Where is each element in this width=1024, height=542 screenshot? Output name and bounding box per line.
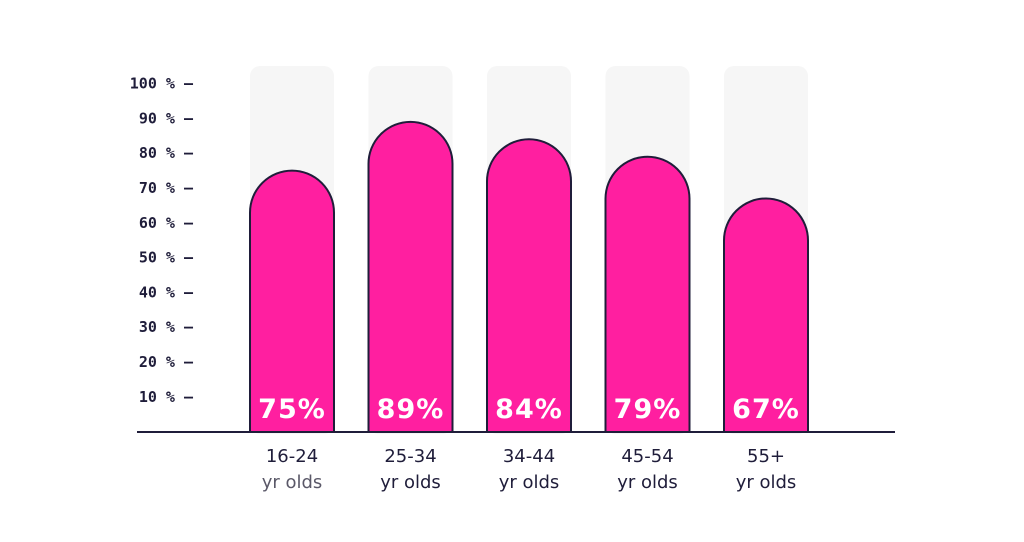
y-tick-label: 100 % —	[130, 75, 194, 93]
x-category-label: 16-24	[266, 446, 318, 467]
y-tick-label: 50 % —	[139, 249, 194, 267]
x-category-label: 55+	[747, 446, 785, 467]
x-category-label: 45-54	[621, 446, 673, 467]
bar-value-label: 79%	[614, 394, 682, 425]
y-tick-label: 80 % —	[139, 144, 194, 162]
y-tick-label: 10 % —	[139, 388, 194, 406]
x-category-label: 34-44	[503, 446, 555, 467]
bar-value-label: 67%	[732, 394, 800, 425]
bar-value-label: 84%	[495, 394, 563, 425]
y-tick-label: 90 % —	[139, 109, 194, 127]
bars	[249, 120, 809, 433]
x-category-sublabel: yr olds	[736, 472, 797, 493]
y-tick-label: 30 % —	[139, 318, 194, 336]
y-axis-ticks: 10 % — 20 % — 30 % — 40 % — 50 % — 60 % — 70 %…	[130, 75, 194, 406]
bar	[604, 155, 691, 433]
x-axis-categories: 16-24 yr olds 25-34 yr olds 34-44 yr olds 45-5…	[262, 446, 797, 493]
x-category-sublabel: yr olds	[499, 472, 560, 493]
bar-value-label: 75%	[258, 394, 326, 425]
x-category-label: 25-34	[384, 446, 436, 467]
bar	[367, 120, 454, 433]
x-category-sublabel: yr olds	[380, 472, 441, 493]
y-tick-label: 40 % —	[139, 283, 194, 301]
bar	[486, 138, 572, 433]
bar-value-label: 89%	[377, 394, 445, 425]
bar	[723, 197, 809, 433]
bar	[249, 169, 335, 433]
y-tick-label: 20 % —	[139, 353, 194, 371]
x-category-sublabel: yr olds	[262, 472, 323, 493]
x-category-sublabel: yr olds	[617, 472, 678, 493]
value-labels: 75% 89% 84% 79% 67%	[258, 394, 800, 425]
y-tick-label: 70 % —	[139, 179, 194, 197]
y-tick-label: 60 % —	[139, 214, 194, 232]
